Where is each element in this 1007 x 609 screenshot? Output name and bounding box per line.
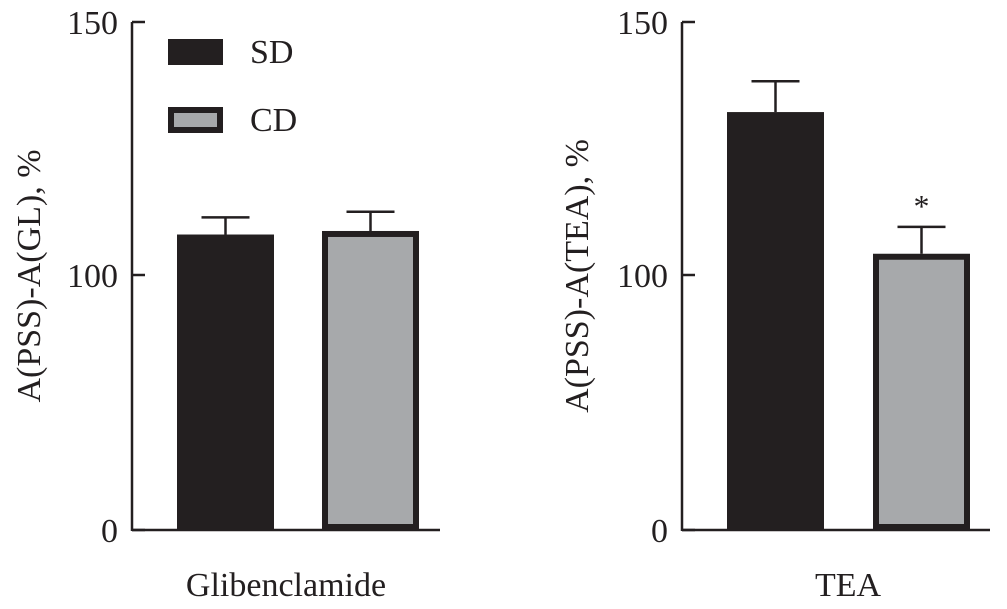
x-axis-title: Glibenclamide	[186, 567, 386, 604]
y-tick-label: 0	[651, 513, 668, 550]
y-tick-label: 150	[67, 5, 118, 42]
y-tick-label: 0	[101, 513, 118, 550]
legend: SD CD	[168, 34, 297, 139]
panel-glibenclamide: A(PSS)-A(GL), % Glibenclamide 0 100 150	[11, 5, 440, 604]
y-tick-label: 100	[67, 258, 118, 295]
significance-marker: *	[914, 188, 930, 224]
x-axis-title: TEA	[815, 567, 882, 604]
legend-swatch-sd	[168, 39, 223, 65]
bar-cd	[322, 230, 419, 530]
y-axis-title: A(PSS)-A(GL), %	[11, 149, 48, 402]
bar-sd	[177, 234, 274, 530]
panel-tea: A(PSS)-A(TEA), % TEA 0 100 150 *	[559, 5, 990, 604]
legend-label-sd: SD	[250, 34, 293, 71]
bar-cd	[873, 253, 970, 530]
bar-sd	[727, 112, 824, 531]
y-axis-title: A(PSS)-A(TEA), %	[559, 139, 596, 413]
legend-label-cd: CD	[250, 102, 297, 139]
y-tick-label: 150	[617, 5, 668, 42]
y-tick-label: 100	[617, 258, 668, 295]
legend-swatch-cd	[168, 107, 223, 133]
